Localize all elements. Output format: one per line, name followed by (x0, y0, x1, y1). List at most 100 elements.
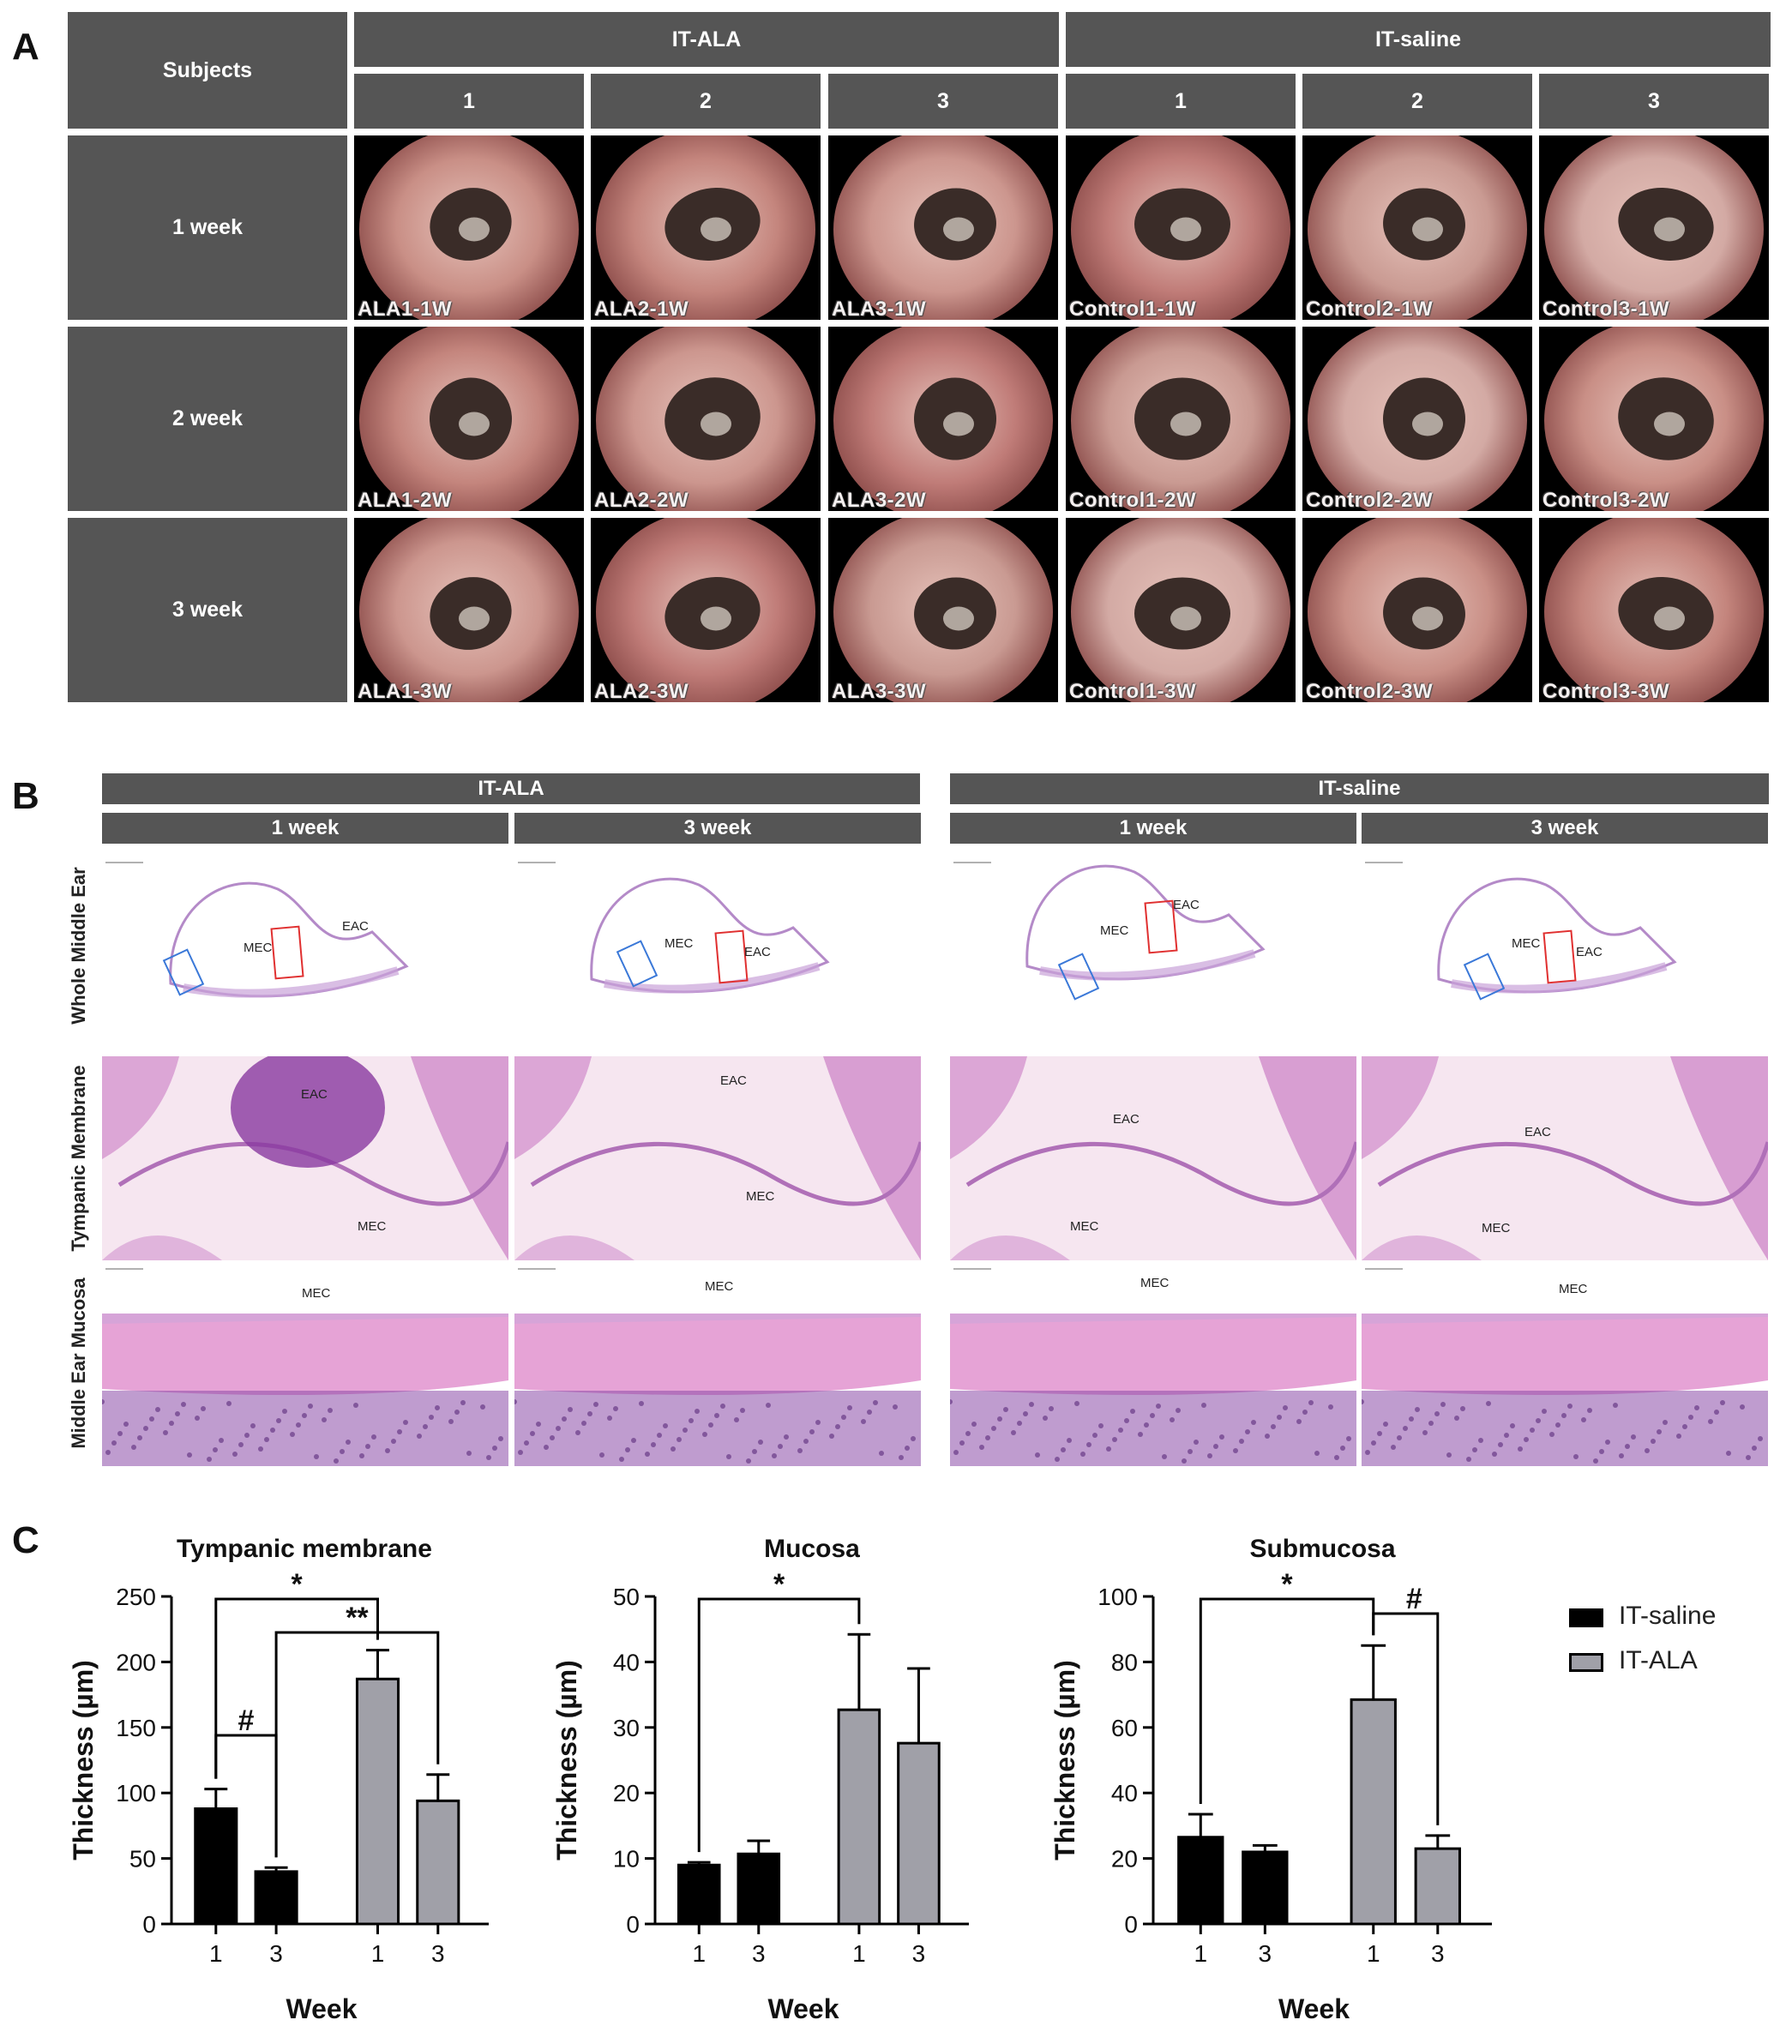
middle-ear-mucosa-section: MEC (950, 1260, 1356, 1466)
significance-bracket (1372, 1612, 1440, 1825)
x-tick-label: 3 (1259, 1940, 1272, 1967)
x-tick-label: 3 (1431, 1940, 1445, 1967)
b-week-header: 1 week (950, 813, 1356, 844)
significance-bracket (214, 1734, 278, 1858)
whole-middle-ear-section: MEC EAC (950, 851, 1356, 1041)
otoscopy-image: ALA3-3W (828, 518, 1058, 702)
significance-label: * (773, 1568, 785, 1601)
x-tick-label: 1 (209, 1940, 223, 1967)
x-tick-label: 3 (912, 1940, 926, 1967)
bar (897, 1741, 941, 1926)
bar (1414, 1847, 1461, 1926)
y-axis-label: Thickness (µm) (68, 1660, 99, 1861)
panel-letter-c: C (12, 1519, 39, 1561)
otoscopy-image: ALA2-1W (591, 135, 821, 320)
y-tick-label: 100 (116, 1780, 156, 1807)
otoscopy-image: Control2-3W (1302, 518, 1532, 702)
y-tick-label: 200 (116, 1649, 156, 1675)
legend-label-it-saline: IT-saline (1619, 1602, 1717, 1630)
x-tick-label: 1 (1367, 1940, 1380, 1967)
image-label: ALA1-3W (358, 680, 453, 702)
mec-annotation: MEC (1140, 1276, 1170, 1290)
middle-ear-mucosa-section: MEC (1362, 1260, 1768, 1466)
y-tick-label: 0 (626, 1911, 640, 1938)
x-tick-label: 1 (692, 1940, 706, 1967)
image-label: Control3-2W (1542, 489, 1670, 511)
bar (1177, 1836, 1224, 1926)
y-tick-label: 20 (613, 1780, 640, 1807)
otoscopy-image: Control1-3W (1066, 518, 1296, 702)
eac-annotation: EAC (720, 1073, 747, 1088)
x-axis-label: Week (767, 1993, 839, 2024)
y-tick-label: 250 (116, 1584, 156, 1610)
mec-annotation: MEC (664, 936, 694, 951)
y-tick-label: 10 (613, 1846, 640, 1873)
image-label: ALA2-1W (594, 298, 689, 320)
tympanic-membrane-section: EAC MEC (1362, 1056, 1768, 1260)
y-tick-label: 150 (116, 1715, 156, 1741)
legend-label-it-ala: IT-ALA (1619, 1646, 1698, 1674)
otoscopy-image: Control2-1W (1302, 135, 1532, 320)
whole-middle-ear-section: MEC EAC (1362, 851, 1768, 1041)
image-label: ALA2-2W (594, 489, 689, 511)
b-row-label: Middle Ear Mucosa (68, 1278, 89, 1449)
panel-letter-b: B (12, 775, 39, 817)
otoscopy-image: ALA1-2W (354, 327, 584, 511)
eac-annotation: EAC (1576, 945, 1603, 959)
eac-annotation: EAC (301, 1087, 328, 1102)
otoscopy-image: Control1-1W (1066, 135, 1296, 320)
significance-label: ** (346, 1602, 369, 1634)
mec-annotation: MEC (358, 1219, 387, 1234)
tympanic-membrane-section: EAC MEC (102, 1056, 508, 1260)
bar (677, 1863, 721, 1926)
bar-chart-2: 0 20 40 60 80 100 1 3 1 3 * # Submucosa Week Thickness… (1049, 1535, 1492, 2024)
legend-swatch-it-saline (1569, 1608, 1603, 1627)
chart-title: Submucosa (1249, 1535, 1395, 1563)
b-row-label: Tympanic Membrane (68, 1065, 89, 1252)
otoscopy-image: Control3-2W (1539, 327, 1769, 511)
otoscopy-image: ALA2-2W (591, 327, 821, 511)
y-tick-label: 0 (1124, 1911, 1138, 1938)
mec-annotation: MEC (746, 1189, 775, 1204)
image-label: Control3-1W (1542, 298, 1670, 320)
y-tick-label: 50 (129, 1846, 156, 1873)
b-group-header-it-ala: IT-ALA (102, 773, 920, 804)
b-week-header: 3 week (514, 813, 921, 844)
x-axis-label: Week (1278, 1993, 1350, 2024)
otoscopy-image: Control2-2W (1302, 327, 1532, 511)
x-tick-label: 3 (752, 1940, 766, 1967)
group-header-it-saline: IT-saline (1066, 12, 1771, 67)
y-tick-label: 40 (613, 1649, 640, 1675)
image-label: ALA3-2W (832, 489, 927, 511)
otoscopy-image: Control3-1W (1539, 135, 1769, 320)
y-tick-label: 80 (1111, 1649, 1138, 1675)
eac-annotation: EAC (1113, 1112, 1140, 1127)
y-axis-label: Thickness (µm) (1049, 1660, 1080, 1861)
eac-annotation: EAC (744, 945, 771, 959)
mec-annotation: MEC (302, 1286, 331, 1301)
b-row-label: Whole Middle Ear (68, 867, 89, 1025)
eac-annotation: EAC (1173, 898, 1200, 912)
tympanic-membrane-section: EAC MEC (950, 1056, 1356, 1260)
bar-chart-1: 0 10 20 30 40 50 1 3 1 3 * Mucosa Week Thickness (µm) (551, 1535, 969, 2024)
mec-annotation: MEC (244, 941, 273, 955)
legend: IT-saline IT-ALA (1569, 1602, 1775, 1696)
significance-bracket (1199, 1597, 1375, 1805)
otoscopy-image: Control3-3W (1539, 518, 1769, 702)
y-tick-label: 100 (1097, 1584, 1138, 1610)
mec-annotation: MEC (1070, 1219, 1099, 1234)
subject-number-header: 3 (1539, 74, 1769, 129)
legend-swatch-it-ala (1569, 1653, 1603, 1672)
bar (837, 1708, 881, 1926)
bar (1242, 1850, 1289, 1926)
image-label: Control2-3W (1306, 680, 1434, 702)
mec-annotation: MEC (1482, 1221, 1511, 1235)
significance-label: * (1281, 1568, 1293, 1601)
x-tick-label: 3 (269, 1940, 283, 1967)
row-header-week: 3 week (68, 518, 347, 702)
x-tick-label: 1 (852, 1940, 866, 1967)
image-label: Control1-1W (1069, 298, 1197, 320)
tympanic-membrane-section: EAC MEC (514, 1056, 921, 1260)
b-week-header: 3 week (1362, 813, 1768, 844)
group-header-it-ala: IT-ALA (354, 12, 1059, 67)
